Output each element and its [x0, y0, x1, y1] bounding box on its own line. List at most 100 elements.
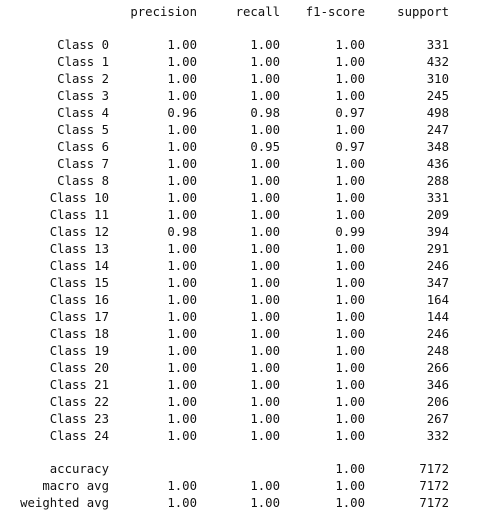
- table-row: Class 10 1.00 1.00 1.00 331: [0, 190, 498, 207]
- row-label: Class 3: [57, 89, 109, 103]
- row-precision: 1.00: [167, 496, 197, 510]
- row-f1-score: 1.00: [335, 479, 365, 493]
- row-f1-score: 1.00: [335, 89, 365, 103]
- row-precision: 1.00: [167, 72, 197, 86]
- row-precision: 1.00: [167, 123, 197, 137]
- row-f1-score: 1.00: [335, 462, 365, 476]
- row-support: 347: [426, 276, 449, 290]
- row-support: 310: [426, 72, 449, 86]
- table-row: Class 0 1.00 1.00 1.00 331: [0, 37, 498, 54]
- row-label: weighted avg: [20, 496, 109, 510]
- row-precision: 1.00: [167, 157, 197, 171]
- row-support: 7172: [419, 479, 449, 493]
- row-precision: 0.98: [167, 225, 197, 239]
- row-precision: 1.00: [167, 378, 197, 392]
- row-recall: 1.00: [250, 344, 280, 358]
- row-label: Class 21: [49, 378, 109, 392]
- row-recall: 1.00: [250, 361, 280, 375]
- row-label: Class 15: [49, 276, 109, 290]
- table-row: Class 19 1.00 1.00 1.00 248: [0, 343, 498, 360]
- row-precision: 1.00: [167, 361, 197, 375]
- row-precision: 1.00: [167, 242, 197, 256]
- header-support: support: [397, 5, 449, 19]
- table-row: Class 20 1.00 1.00 1.00 266: [0, 360, 498, 377]
- row-recall: 1.00: [250, 225, 280, 239]
- row-support: 7172: [419, 496, 449, 510]
- row-precision: 1.00: [167, 412, 197, 426]
- row-f1-score: 1.00: [335, 412, 365, 426]
- row-precision: 1.00: [167, 259, 197, 273]
- row-support: 346: [426, 378, 449, 392]
- row-f1-score: 1.00: [335, 361, 365, 375]
- row-precision: 1.00: [167, 208, 197, 222]
- row-precision: 1.00: [167, 310, 197, 324]
- row-recall: 1.00: [250, 38, 280, 52]
- table-row: Class 5 1.00 1.00 1.00 247: [0, 122, 498, 139]
- table-row: Class 13 1.00 1.00 1.00 291: [0, 241, 498, 258]
- row-recall: 1.00: [250, 327, 280, 341]
- row-label: Class 23: [49, 412, 109, 426]
- row-support: 248: [426, 344, 449, 358]
- table-row: Class 17 1.00 1.00 1.00 144: [0, 309, 498, 326]
- table-row: Class 23 1.00 1.00 1.00 267: [0, 411, 498, 428]
- row-label: Class 14: [49, 259, 109, 273]
- row-label: Class 11: [49, 208, 109, 222]
- row-f1-score: 1.00: [335, 191, 365, 205]
- table-row: Class 12 0.98 1.00 0.99 394: [0, 224, 498, 241]
- header-row: precision recall f1-score support: [0, 4, 498, 21]
- row-label: Class 1: [57, 55, 109, 69]
- table-row: Class 24 1.00 1.00 1.00 332: [0, 428, 498, 445]
- row-f1-score: 1.00: [335, 429, 365, 443]
- row-label: Class 5: [57, 123, 109, 137]
- row-f1-score: 1.00: [335, 38, 365, 52]
- row-recall: 1.00: [250, 378, 280, 392]
- row-f1-score: 1.00: [335, 72, 365, 86]
- row-support: 209: [426, 208, 449, 222]
- table-row: Class 3 1.00 1.00 1.00 245: [0, 88, 498, 105]
- row-label: Class 13: [49, 242, 109, 256]
- row-support: 331: [426, 38, 449, 52]
- row-precision: 1.00: [167, 140, 197, 154]
- row-precision: 1.00: [167, 89, 197, 103]
- row-support: 436: [426, 157, 449, 171]
- row-recall: 1.00: [250, 412, 280, 426]
- row-support: 246: [426, 327, 449, 341]
- row-label: Class 18: [49, 327, 109, 341]
- table-row: Class 4 0.96 0.98 0.97 498: [0, 105, 498, 122]
- row-support: 246: [426, 259, 449, 273]
- header-recall: recall: [235, 5, 280, 19]
- row-label: macro avg: [42, 479, 109, 493]
- accuracy-row: accuracy 1.00 7172: [0, 461, 498, 478]
- row-label: Class 12: [49, 225, 109, 239]
- row-support: 267: [426, 412, 449, 426]
- row-support: 288: [426, 174, 449, 188]
- row-label: Class 24: [49, 429, 109, 443]
- row-f1-score: 1.00: [335, 395, 365, 409]
- row-recall: 0.95: [250, 140, 280, 154]
- table-row: Class 7 1.00 1.00 1.00 436: [0, 156, 498, 173]
- row-recall: 1.00: [250, 89, 280, 103]
- row-label: Class 16: [49, 293, 109, 307]
- row-support: 498: [426, 106, 449, 120]
- row-f1-score: 1.00: [335, 496, 365, 510]
- row-recall: 1.00: [250, 479, 280, 493]
- row-support: 266: [426, 361, 449, 375]
- row-f1-score: 1.00: [335, 344, 365, 358]
- row-precision: 1.00: [167, 293, 197, 307]
- row-f1-score: 1.00: [335, 310, 365, 324]
- row-f1-score: 1.00: [335, 378, 365, 392]
- row-recall: 1.00: [250, 395, 280, 409]
- row-recall: 1.00: [250, 191, 280, 205]
- row-label: Class 10: [49, 191, 109, 205]
- table-row: Class 14 1.00 1.00 1.00 246: [0, 258, 498, 275]
- row-f1-score: 1.00: [335, 157, 365, 171]
- row-support: 7172: [419, 462, 449, 476]
- table-row: Class 1 1.00 1.00 1.00 432: [0, 54, 498, 71]
- row-label: Class 19: [49, 344, 109, 358]
- row-recall: 1.00: [250, 496, 280, 510]
- row-precision: 1.00: [167, 55, 197, 69]
- weighted-avg-row: weighted avg 1.00 1.00 1.00 7172: [0, 495, 498, 512]
- row-recall: 1.00: [250, 157, 280, 171]
- row-f1-score: 1.00: [335, 276, 365, 290]
